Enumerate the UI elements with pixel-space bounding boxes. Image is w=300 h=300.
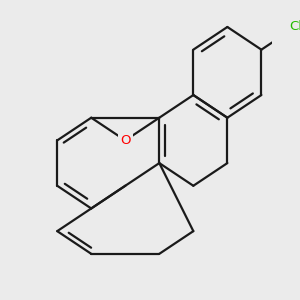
Text: Cl: Cl [289,20,300,34]
Text: O: O [120,134,130,147]
